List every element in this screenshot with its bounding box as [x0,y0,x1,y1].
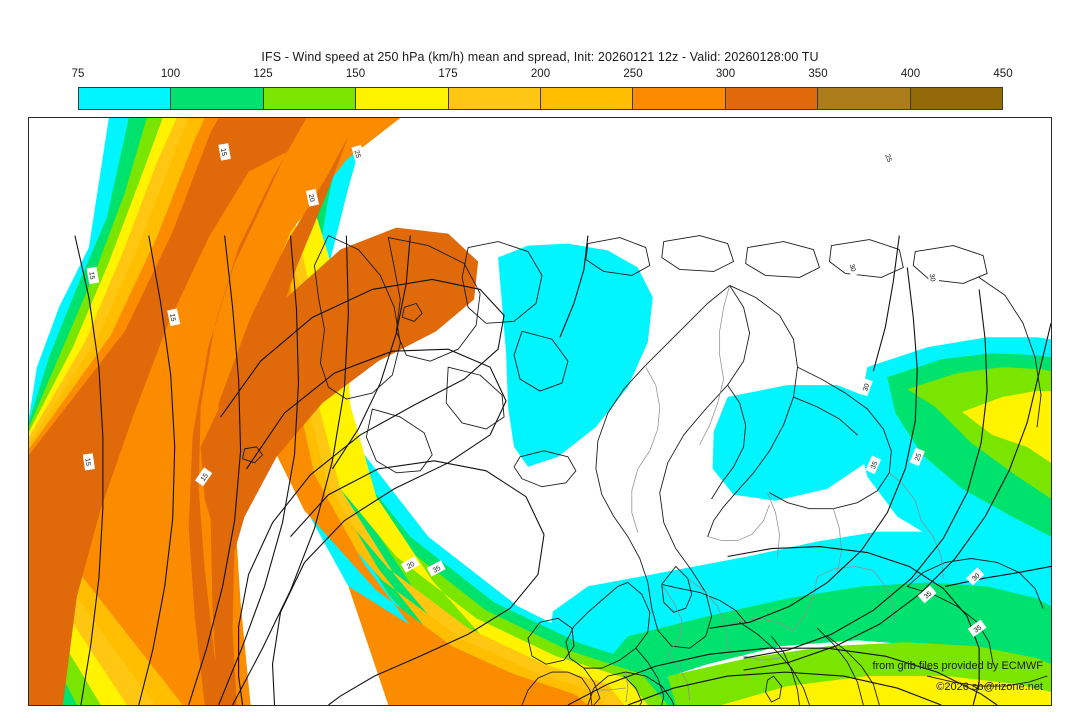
svg-text:15: 15 [200,472,210,482]
colorbar-band-250-300 [633,88,726,109]
svg-text:35: 35 [923,590,934,600]
colorbar-tick-125: 125 [253,68,273,80]
svg-text:20: 20 [406,561,416,571]
colorbar-band-400-450 [910,88,1003,109]
svg-text:35: 35 [432,565,442,575]
colorbar-tick-250: 250 [623,68,643,80]
svg-text:25: 25 [883,154,892,164]
colorbar-tick-labels: 75 100 125 150 175 200 250 300 350 400 450 [72,68,1013,84]
svg-text:15: 15 [87,271,95,280]
windspeed-shading-layer [29,118,1051,705]
colorbar-swatches [78,87,1003,110]
svg-text:15: 15 [168,313,176,322]
svg-text:15: 15 [83,458,91,467]
svg-text:20: 20 [307,194,315,203]
svg-text:30: 30 [862,383,871,393]
page-title: IFS - Wind speed at 250 hPa (km/h) mean … [261,50,819,64]
colorbar-tick-175: 175 [438,68,458,80]
colorbar-band-350-400 [818,88,911,109]
map-svg: 15 15 15 15 [29,118,1051,705]
svg-text:30: 30 [928,273,936,282]
svg-text:35: 35 [870,460,880,470]
colorbar-tick-450: 450 [993,68,1013,80]
contour-labels: 15 15 15 15 [82,143,987,637]
svg-text:30: 30 [971,572,982,582]
svg-text:15: 15 [219,148,227,157]
colorbar-band-100-125 [171,88,264,109]
map-canvas[interactable]: 15 15 15 15 [28,117,1052,706]
colorbar-tick-75: 75 [71,68,85,80]
data-source-credit: from grib files provided by ECMWF [872,660,1043,672]
copyright-credit: ©2026 sb@rizone.net [936,681,1043,693]
colorbar-tick-200: 200 [530,68,551,80]
svg-text:25: 25 [914,452,923,462]
colorbar-tick-100: 100 [160,68,181,80]
colorbar-band-200-250 [541,88,634,109]
colorbar-tick-400: 400 [900,68,921,80]
svg-text:35: 35 [973,624,983,634]
colorbar-band-75-100 [79,88,172,109]
svg-text:25: 25 [353,150,362,159]
colorbar-band-300-350 [725,88,819,109]
colorbar-tick-350: 350 [808,68,828,80]
colorbar-band-150-175 [356,88,449,109]
spread-contours-layer [74,235,1051,705]
map-geography-layer [242,235,1048,705]
colorbar-tick-150: 150 [345,68,366,80]
colorbar-band-125-150 [263,88,357,109]
svg-text:30: 30 [847,263,856,273]
colorbar-tick-300: 300 [715,68,736,80]
colorbar-legend: 75 100 125 150 175 200 250 300 350 400 450 [72,68,1013,110]
colorbar-band-175-200 [448,88,542,109]
